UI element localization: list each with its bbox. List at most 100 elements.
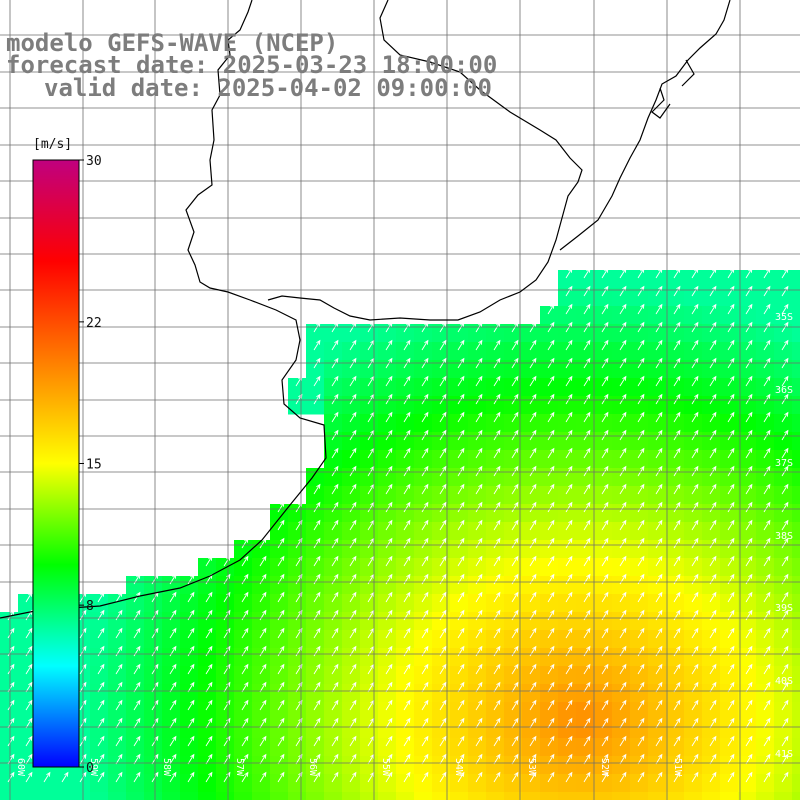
wind-arrow	[403, 627, 411, 639]
wind-arrow	[421, 663, 429, 675]
wind-cell	[270, 720, 289, 739]
wind-arrow	[709, 609, 717, 621]
wind-cell	[666, 792, 685, 800]
wind-arrow	[583, 609, 591, 621]
wind-cell	[792, 612, 800, 631]
wind-arrow	[511, 699, 519, 711]
wind-cell	[792, 558, 800, 577]
wind-arrow	[781, 447, 789, 459]
wind-arrow	[529, 447, 537, 459]
wind-cell	[540, 360, 559, 379]
wind-arrow	[565, 609, 573, 621]
wind-arrow	[673, 699, 681, 711]
wind-cell	[666, 648, 685, 667]
wind-cell	[594, 450, 613, 469]
wind-arrow	[313, 681, 321, 693]
wind-cell	[720, 306, 739, 325]
wind-cell	[738, 378, 757, 397]
wind-arrow	[97, 699, 105, 711]
wind-cell	[702, 558, 721, 577]
wind-cell	[450, 324, 469, 343]
wind-arrow	[439, 591, 447, 603]
wind-cell	[594, 486, 613, 505]
wind-cell	[558, 414, 577, 433]
wind-cell	[414, 540, 433, 559]
wind-cell	[720, 738, 739, 757]
wind-cell	[612, 396, 631, 415]
wind-arrow	[313, 537, 321, 549]
wind-cell	[414, 576, 433, 595]
wind-arrow	[169, 753, 177, 765]
wind-cell	[774, 522, 793, 541]
wind-cell	[540, 702, 559, 721]
wind-arrow	[529, 573, 537, 585]
wind-arrow	[223, 717, 231, 729]
wind-cell	[738, 522, 757, 541]
wind-cell	[18, 756, 37, 775]
wind-cell	[594, 342, 613, 361]
wind-cell	[522, 612, 541, 631]
wind-arrow	[529, 339, 537, 351]
wind-cell	[342, 738, 361, 757]
wind-cell	[558, 378, 577, 397]
wind-cell	[666, 450, 685, 469]
wind-cell	[90, 684, 109, 703]
wind-arrow	[763, 771, 771, 783]
colorbar-tick-label: 0	[86, 761, 94, 776]
wind-arrow	[745, 717, 753, 729]
wind-cell	[108, 702, 127, 721]
wind-cell	[324, 576, 343, 595]
wind-cell	[468, 666, 487, 685]
wind-cell	[666, 522, 685, 541]
wind-arrow	[727, 375, 735, 387]
wind-cell	[0, 792, 19, 800]
wind-arrow	[349, 519, 357, 531]
wind-cell	[324, 702, 343, 721]
wind-cell	[738, 774, 757, 793]
wind-arrow	[43, 771, 51, 783]
wind-cell	[594, 558, 613, 577]
wind-arrow	[7, 645, 15, 657]
wind-cell	[666, 558, 685, 577]
wind-cell	[792, 414, 800, 433]
wind-arrow	[403, 537, 411, 549]
wind-cell	[612, 486, 631, 505]
wind-cell	[684, 324, 703, 343]
wind-arrow	[493, 555, 501, 567]
wind-cell	[396, 792, 415, 800]
wind-cell	[468, 414, 487, 433]
wind-arrow	[583, 735, 591, 747]
wind-arrow	[457, 339, 465, 351]
wind-cell	[0, 738, 19, 757]
wind-arrow	[25, 627, 33, 639]
wind-cell	[414, 432, 433, 451]
wind-cell	[522, 504, 541, 523]
wind-cell	[360, 576, 379, 595]
wind-arrow	[259, 771, 267, 783]
wind-arrow	[349, 699, 357, 711]
wind-arrow	[637, 627, 645, 639]
wind-arrow	[439, 681, 447, 693]
wind-arrow	[673, 573, 681, 585]
wind-arrow	[133, 753, 141, 765]
wind-cell	[108, 612, 127, 631]
wind-cell	[90, 774, 109, 793]
wind-cell	[288, 396, 307, 415]
wind-cell	[792, 468, 800, 487]
wind-arrow	[673, 627, 681, 639]
wind-cell	[558, 468, 577, 487]
wind-arrow	[565, 645, 573, 657]
wind-cell	[270, 504, 289, 523]
wind-arrow	[745, 753, 753, 765]
wind-cell	[468, 378, 487, 397]
wind-cell	[414, 630, 433, 649]
wind-arrow	[547, 609, 555, 621]
wind-arrow	[223, 591, 231, 603]
wind-cell	[792, 450, 800, 469]
wind-cell	[540, 684, 559, 703]
wind-arrow	[709, 339, 717, 351]
wind-arrow	[727, 267, 735, 279]
wind-arrow	[727, 699, 735, 711]
wind-cell	[324, 756, 343, 775]
wind-arrow	[439, 699, 447, 711]
